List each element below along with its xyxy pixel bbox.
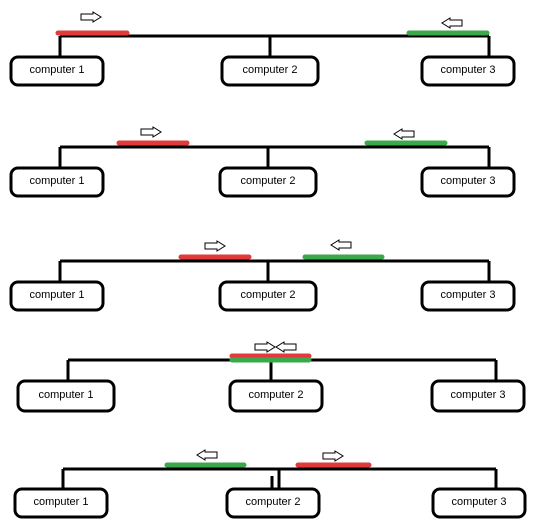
computer-2-box [220, 55, 320, 87]
arrow-left-icon [441, 17, 463, 29]
arrow-left-icon [393, 128, 415, 140]
computer-3-box [431, 487, 527, 519]
computer-3-label: computer 3 [450, 389, 506, 401]
computer-3-box [420, 280, 516, 312]
computer-1-box [9, 55, 105, 87]
computer-2-box [228, 379, 324, 413]
computer-1-label: computer 1 [29, 64, 85, 76]
arrow-left-icon [275, 341, 297, 353]
computer-1-box [9, 166, 105, 198]
computer-1-box [9, 280, 105, 312]
arrow-left-icon [330, 239, 352, 251]
computer-1-box [13, 487, 109, 519]
computer-3-label: computer 3 [440, 175, 496, 187]
computer-2-label: computer 2 [248, 389, 304, 401]
computer-3-label: computer 3 [440, 289, 496, 301]
computer-1-label: computer 1 [38, 389, 94, 401]
computer-1-box [16, 379, 116, 413]
computer-3-label: computer 3 [451, 496, 507, 508]
computer-1-label: computer 1 [29, 175, 85, 187]
arrow-right-icon [254, 341, 276, 353]
computer-3-box [430, 379, 526, 413]
arrow-right-icon [140, 126, 162, 138]
arrow-right-icon [322, 450, 344, 462]
computer-3-label: computer 3 [440, 64, 496, 76]
arrow-right-icon [204, 240, 226, 252]
computer-3-box [420, 166, 516, 198]
arrow-left-icon [196, 449, 218, 461]
computer-1-label: computer 1 [33, 496, 89, 508]
computer-1-label: computer 1 [29, 289, 85, 301]
computer-2-label: computer 2 [242, 64, 298, 76]
computer-2-box [218, 280, 318, 312]
computer-2-label: computer 2 [240, 289, 296, 301]
arrow-right-icon [80, 11, 102, 23]
computer-2-box [225, 487, 321, 519]
computer-3-box [420, 55, 516, 87]
computer-2-label: computer 2 [240, 175, 296, 187]
computer-2-label: computer 2 [245, 496, 301, 508]
computer-2-box [218, 166, 318, 198]
